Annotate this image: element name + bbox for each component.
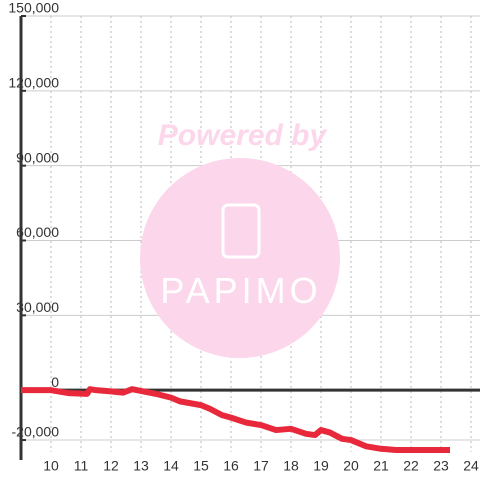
x-tick-label: 18 <box>283 458 299 474</box>
y-tick-label: 0 <box>51 374 59 390</box>
x-tick-label: 14 <box>163 458 179 474</box>
y-tick-label: -20,000 <box>12 424 60 440</box>
y-tick-label: 150,000 <box>8 0 59 16</box>
x-tick-label: 15 <box>193 458 209 474</box>
x-tick-label: 12 <box>103 458 119 474</box>
y-tick-label: 60,000 <box>16 224 59 240</box>
x-tick-label: 23 <box>433 458 449 474</box>
x-tick-label: 13 <box>133 458 149 474</box>
x-tick-label: 11 <box>74 458 89 474</box>
watermark: Powered by PAPIMO <box>140 119 340 358</box>
watermark-icon <box>221 203 261 259</box>
watermark-text: PAPIMO <box>160 270 321 311</box>
y-tick-label: 90,000 <box>16 149 59 165</box>
x-tick-label: 17 <box>253 458 269 474</box>
y-tick-label: 120,000 <box>8 75 59 91</box>
x-tick-label: 20 <box>343 458 359 474</box>
x-tick-label: 24 <box>463 458 479 474</box>
x-tick-label: 10 <box>43 458 59 474</box>
x-tick-label: 22 <box>403 458 419 474</box>
x-tick-label: 16 <box>223 458 239 474</box>
x-tick-label: 19 <box>313 458 329 474</box>
y-tick-label: 30,000 <box>16 299 59 315</box>
x-tick-label: 21 <box>373 458 389 474</box>
watermark-text: Powered by <box>158 119 328 152</box>
line <box>21 386 450 454</box>
